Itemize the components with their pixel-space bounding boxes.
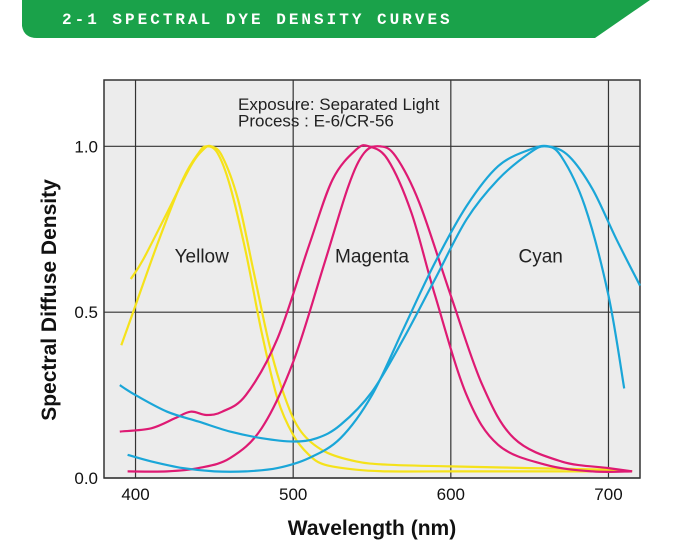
x-tick-label: 500	[279, 485, 307, 504]
section-banner: 2-1 SPECTRAL DYE DENSITY CURVES	[22, 0, 650, 38]
curve-magenta	[127, 145, 633, 473]
banner-title: 2-1 SPECTRAL DYE DENSITY CURVES	[62, 11, 453, 29]
curve-magenta	[119, 144, 633, 473]
series-labels: Yellow Magenta Cyan	[175, 246, 563, 267]
series-label-magenta: Magenta	[335, 246, 409, 267]
banner-shape	[22, 0, 650, 38]
annotation-text: Exposure: Separated Light	[238, 95, 440, 114]
series-label-cyan: Cyan	[519, 246, 563, 267]
y-tick-label: 1.0	[74, 137, 98, 156]
ticks: 400 500 600 700 0.0 0.5 1.0	[74, 137, 622, 504]
x-tick-label: 400	[121, 485, 149, 504]
y-tick-label: 0.0	[74, 469, 98, 488]
y-axis-label: Spectral Diffuse Density	[38, 179, 61, 421]
x-tick-label: 700	[594, 485, 622, 504]
curves	[119, 144, 641, 473]
series-label-yellow: Yellow	[175, 246, 230, 267]
y-tick-label: 0.5	[74, 303, 98, 322]
x-tick-label: 600	[437, 485, 465, 504]
plot-frame	[103, 79, 641, 479]
x-axis-label: Wavelength (nm)	[288, 517, 456, 540]
annotation-text: Process : E-6/CR-56	[238, 111, 394, 130]
curve-cyan	[127, 144, 641, 473]
curve-yellow	[129, 144, 633, 473]
curve-cyan	[119, 145, 626, 443]
